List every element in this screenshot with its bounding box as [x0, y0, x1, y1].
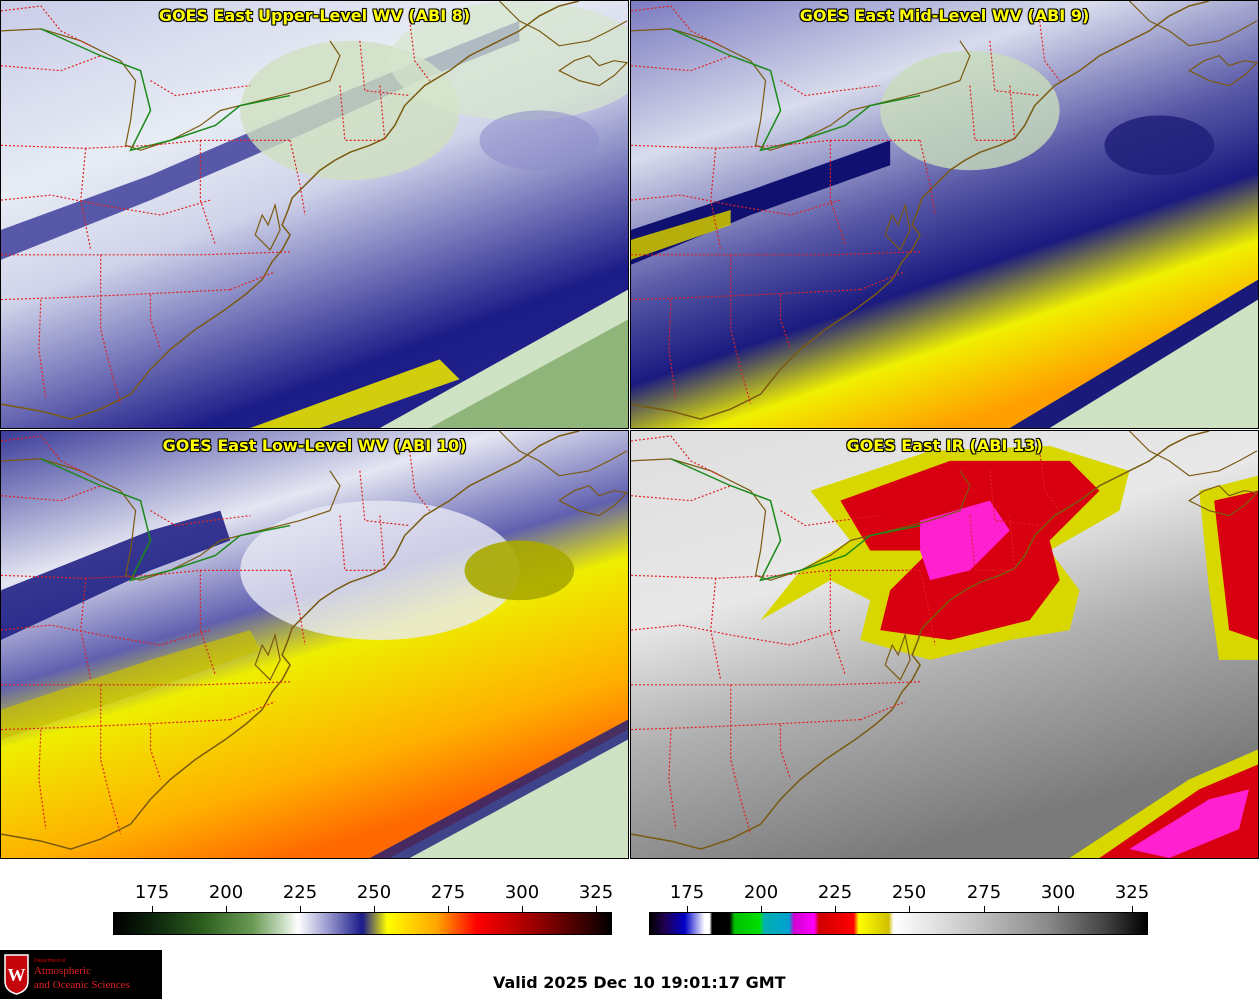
- tick-mark: [1132, 906, 1133, 912]
- tick-label: 250: [356, 882, 392, 903]
- tick-mark: [226, 906, 227, 912]
- tick-mark: [448, 906, 449, 912]
- tick-mark: [596, 906, 597, 912]
- tick-label: 300: [504, 882, 540, 903]
- wv-colorbar: [113, 912, 612, 935]
- tick-mark: [374, 906, 375, 912]
- tick-label: 275: [430, 882, 466, 903]
- logo-department: Department of: [34, 958, 66, 964]
- panel-mid-level-wv: GOES East Mid-Level WV (ABI 9): [630, 0, 1259, 429]
- tick-label: 175: [669, 882, 705, 903]
- tick-label: 225: [817, 882, 853, 903]
- tick-mark: [984, 906, 985, 912]
- wv-upper-image: [1, 1, 628, 428]
- tick-label: 325: [578, 882, 614, 903]
- valid-time: Valid 2025 Dec 10 19:01:17 GMT: [493, 973, 786, 992]
- logo-line-2: and Oceanic Sciences: [34, 979, 130, 991]
- tick-label: 225: [282, 882, 318, 903]
- ir-colorbar: [649, 912, 1148, 935]
- tick-mark: [909, 906, 910, 912]
- tick-mark: [522, 906, 523, 912]
- panel-title: GOES East Upper-Level WV (ABI 8): [158, 6, 471, 25]
- panel-title: GOES East Mid-Level WV (ABI 9): [799, 6, 1090, 25]
- panel-title: GOES East IR (ABI 13): [846, 436, 1043, 455]
- panel-low-level-wv: GOES East Low-Level WV (ABI 10): [0, 430, 629, 859]
- tick-label: 300: [1040, 882, 1076, 903]
- tick-label: 275: [966, 882, 1002, 903]
- panel-title: GOES East Low-Level WV (ABI 10): [162, 436, 467, 455]
- tick-mark: [152, 906, 153, 912]
- tick-label: 325: [1114, 882, 1150, 903]
- aos-logo[interactable]: W Department of Atmospheric and Oceanic …: [0, 950, 162, 999]
- uw-crest-icon: W: [4, 954, 29, 995]
- logo-letter: W: [8, 965, 26, 985]
- tick-mark: [1058, 906, 1059, 912]
- tick-mark: [300, 906, 301, 912]
- tick-mark: [835, 906, 836, 912]
- tick-mark: [761, 906, 762, 912]
- logo-line-1: Atmospheric: [34, 965, 91, 977]
- tick-mark: [687, 906, 688, 912]
- tick-label: 200: [743, 882, 779, 903]
- tick-label: 250: [891, 882, 927, 903]
- wv-low-image: [1, 431, 628, 858]
- panel-upper-level-wv: GOES East Upper-Level WV (ABI 8): [0, 0, 629, 429]
- ir-image: [631, 431, 1258, 858]
- panel-ir: GOES East IR (ABI 13): [630, 430, 1259, 859]
- tick-label: 175: [134, 882, 170, 903]
- tick-label: 200: [208, 882, 244, 903]
- wv-mid-image: [631, 1, 1258, 428]
